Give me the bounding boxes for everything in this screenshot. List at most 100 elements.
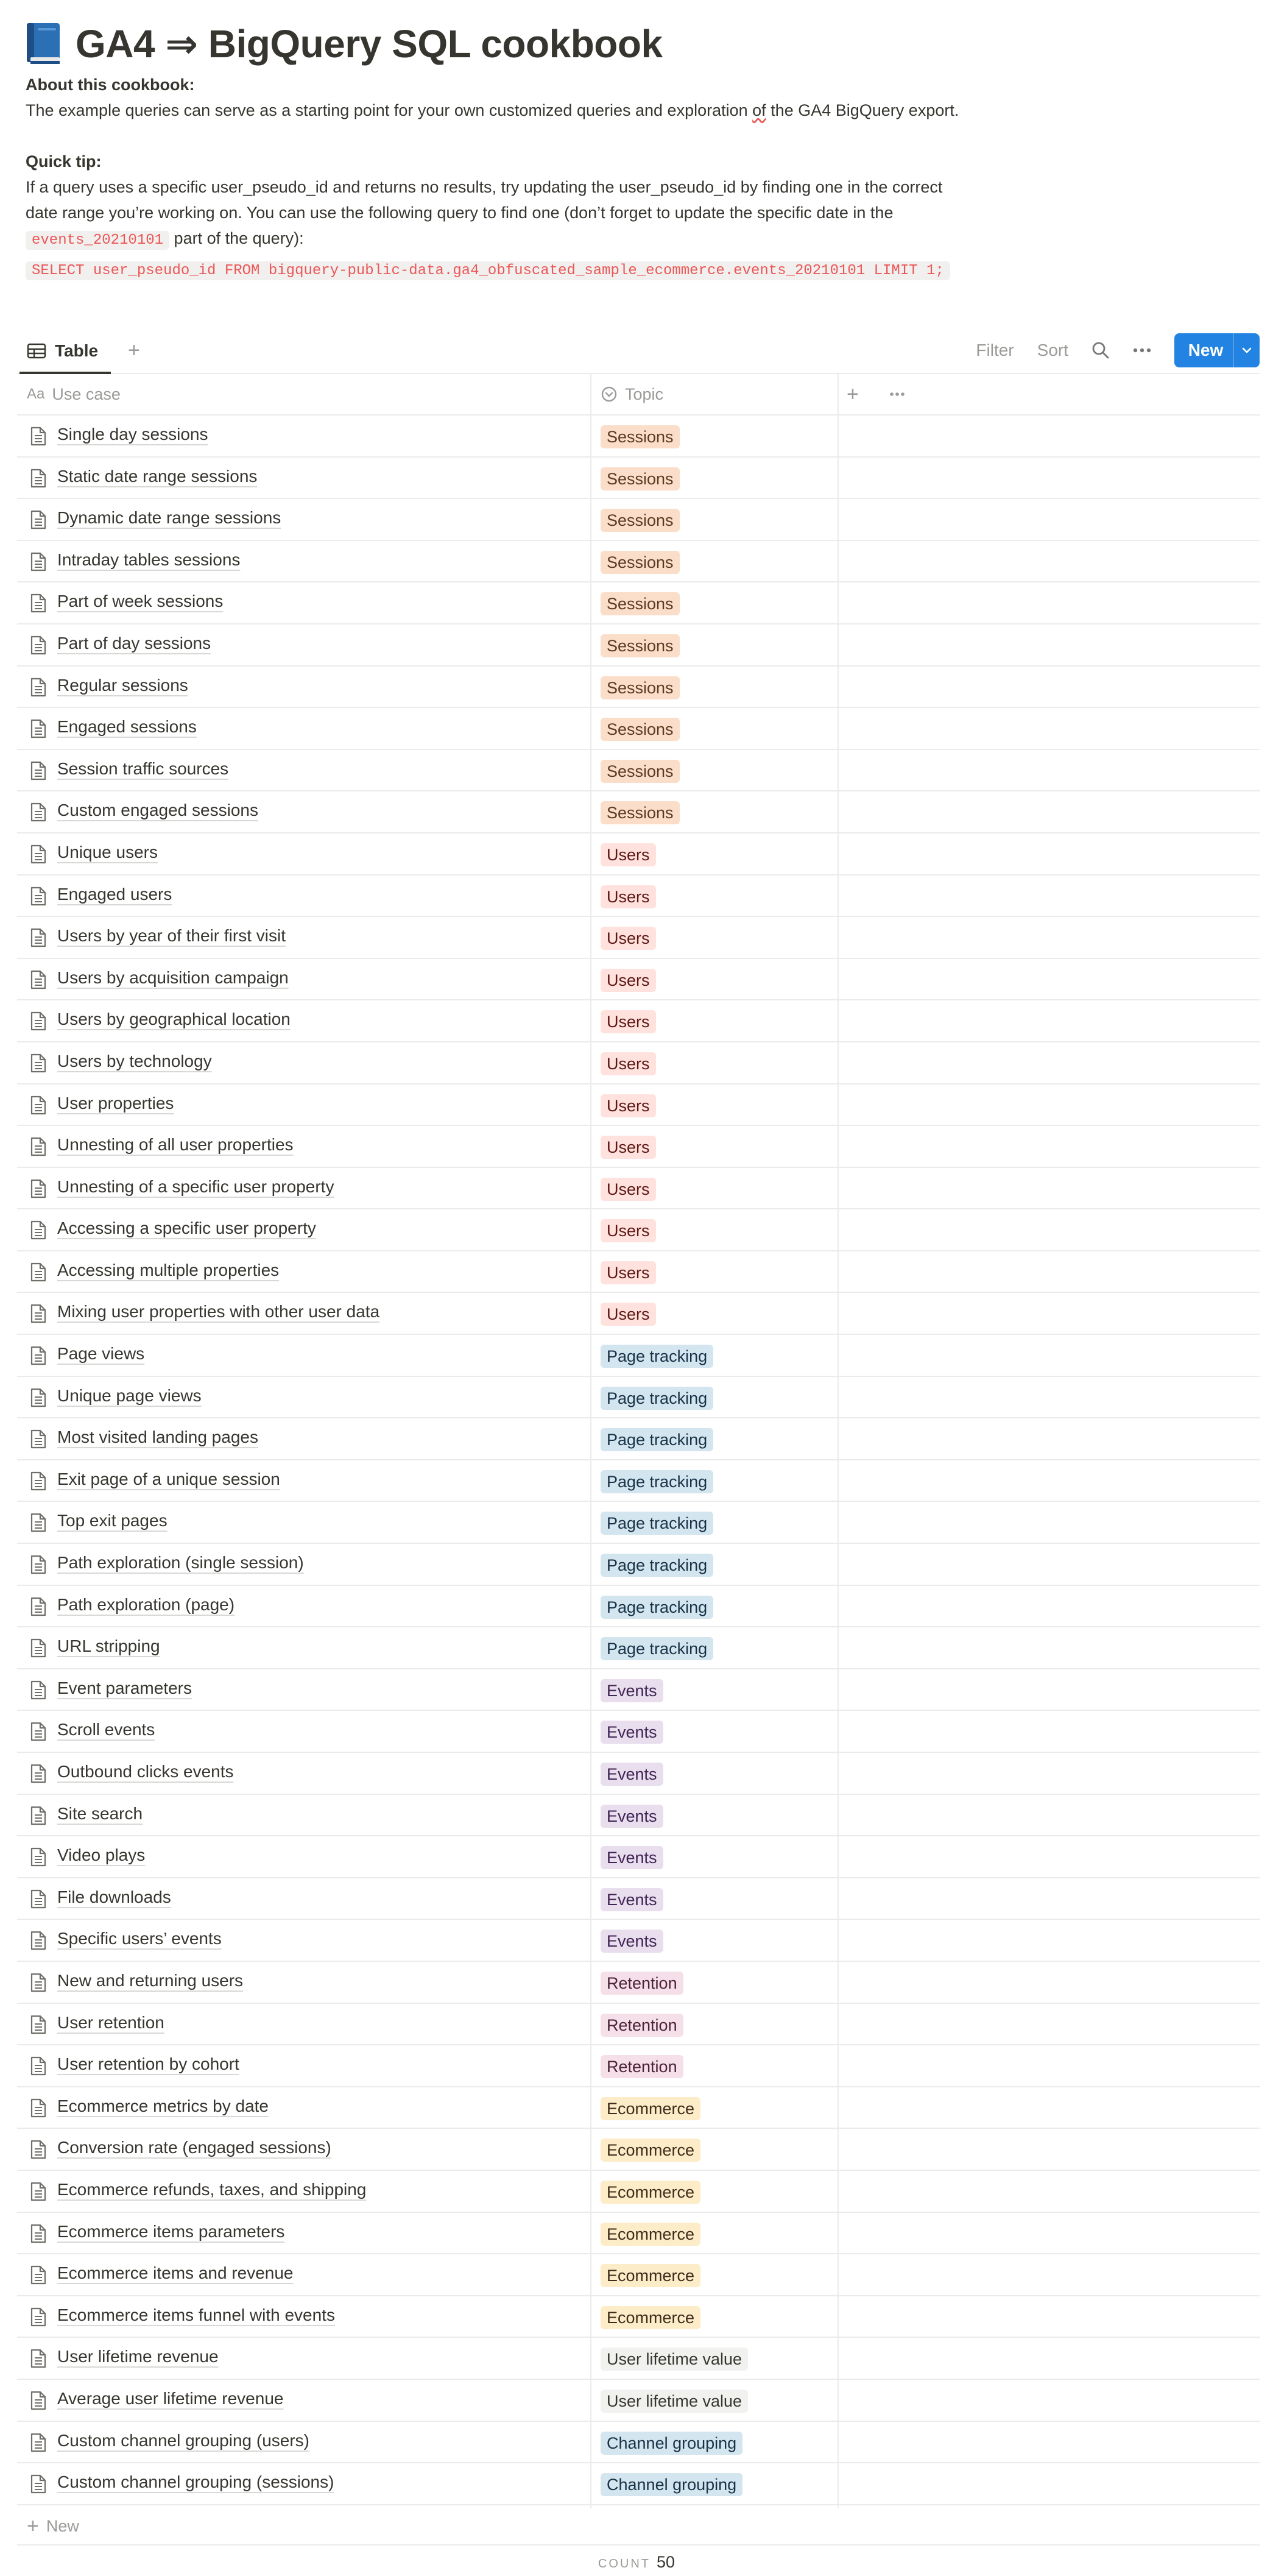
table-row[interactable]: Custom engaged sessions Sessions: [17, 791, 1260, 833]
topic-tag[interactable]: Users: [601, 927, 656, 950]
row-use-case-title[interactable]: Accessing a specific user property: [57, 1219, 316, 1238]
topic-tag[interactable]: Sessions: [601, 467, 680, 490]
row-count[interactable]: COUNT 50: [0, 2553, 1273, 2572]
column-header-topic[interactable]: Topic: [601, 374, 663, 414]
topic-tag[interactable]: Users: [601, 1219, 656, 1243]
row-use-case-title[interactable]: Ecommerce metrics by date: [57, 2096, 269, 2115]
topic-tag[interactable]: Sessions: [601, 509, 680, 533]
topic-tag[interactable]: Events: [601, 1721, 663, 1744]
table-row[interactable]: Accessing a specific user property Users: [17, 1209, 1260, 1251]
row-use-case-title[interactable]: Most visited landing pages: [57, 1428, 258, 1447]
add-property-plus-icon[interactable]: +: [847, 382, 859, 406]
table-row[interactable]: Dynamic date range sessions Sessions: [17, 499, 1260, 541]
topic-tag[interactable]: Channel grouping: [601, 2431, 743, 2455]
topic-tag[interactable]: Ecommerce: [601, 2305, 701, 2329]
column-header-use-case[interactable]: Aa Use case: [27, 374, 121, 414]
topic-tag[interactable]: Users: [601, 968, 656, 992]
table-row[interactable]: Part of week sessions Sessions: [17, 582, 1260, 625]
row-use-case-title[interactable]: Path exploration (single session): [57, 1553, 304, 1573]
page-title[interactable]: GA4 ⇒ BigQuery SQL cookbook: [76, 21, 663, 66]
table-row[interactable]: User properties Users: [17, 1085, 1260, 1127]
topic-tag[interactable]: Users: [601, 1177, 656, 1201]
row-use-case-title[interactable]: Event parameters: [57, 1678, 192, 1697]
topic-tag[interactable]: Sessions: [601, 801, 680, 825]
topic-tag[interactable]: Page tracking: [601, 1470, 714, 1493]
row-use-case-title[interactable]: Mixing user properties with other user d…: [57, 1302, 380, 1322]
row-use-case-title[interactable]: Unique page views: [57, 1385, 202, 1405]
row-use-case-title[interactable]: Intraday tables sessions: [57, 550, 241, 569]
table-row[interactable]: File downloads Events: [17, 1878, 1260, 1920]
table-row[interactable]: Video plays Events: [17, 1836, 1260, 1878]
topic-tag[interactable]: User lifetime value: [601, 2348, 749, 2371]
topic-tag[interactable]: Page tracking: [601, 1637, 714, 1661]
row-use-case-title[interactable]: User retention: [57, 2012, 164, 2032]
topic-tag[interactable]: Users: [601, 885, 656, 908]
topic-tag[interactable]: User lifetime value: [601, 2389, 749, 2413]
new-record-button[interactable]: New: [1174, 333, 1260, 367]
row-use-case-title[interactable]: Path exploration (page): [57, 1594, 235, 1614]
row-use-case-title[interactable]: URL stripping: [57, 1637, 160, 1656]
row-use-case-title[interactable]: Part of week sessions: [57, 592, 224, 611]
row-use-case-title[interactable]: Users by technology: [57, 1051, 212, 1070]
row-use-case-title[interactable]: Conversion rate (engaged sessions): [57, 2138, 331, 2157]
table-row[interactable]: Engaged sessions Sessions: [17, 708, 1260, 750]
topic-tag[interactable]: Ecommerce: [601, 2097, 701, 2120]
topic-tag[interactable]: Retention: [601, 1971, 683, 1995]
row-use-case-title[interactable]: Ecommerce items and revenue: [57, 2263, 294, 2283]
row-use-case-title[interactable]: Exit page of a unique session: [57, 1469, 280, 1488]
topic-tag[interactable]: Users: [601, 1303, 656, 1326]
table-row[interactable]: Unnesting of a specific user property Use…: [17, 1168, 1260, 1210]
table-row[interactable]: Scroll events Events: [17, 1711, 1260, 1753]
topic-tag[interactable]: Sessions: [601, 676, 680, 699]
row-use-case-title[interactable]: Custom channel grouping (users): [57, 2430, 309, 2450]
row-use-case-title[interactable]: User properties: [57, 1093, 174, 1113]
table-row[interactable]: Mixing user properties with other user d…: [17, 1293, 1260, 1336]
topic-tag[interactable]: Page tracking: [601, 1554, 714, 1577]
table-row[interactable]: Unique users Users: [17, 833, 1260, 876]
row-use-case-title[interactable]: Engaged sessions: [57, 717, 197, 737]
table-row[interactable]: Engaged users Users: [17, 876, 1260, 918]
row-use-case-title[interactable]: Regular sessions: [57, 675, 188, 695]
topic-tag[interactable]: Sessions: [601, 759, 680, 783]
topic-tag[interactable]: Events: [601, 1846, 663, 1870]
table-row[interactable]: Ecommerce items funnel with events Ecomme…: [17, 2296, 1260, 2338]
add-view-plus-icon[interactable]: +: [128, 339, 140, 362]
table-row[interactable]: URL stripping Page tracking: [17, 1627, 1260, 1669]
table-row[interactable]: Custom channel grouping (sessions) Channe…: [17, 2463, 1260, 2505]
search-icon[interactable]: [1091, 341, 1110, 359]
row-use-case-title[interactable]: Ecommerce items funnel with events: [57, 2305, 335, 2324]
topic-tag[interactable]: Ecommerce: [601, 2180, 701, 2204]
row-use-case-title[interactable]: Unnesting of all user properties: [57, 1135, 294, 1155]
row-use-case-title[interactable]: Ecommerce refunds, taxes, and shipping: [57, 2179, 367, 2199]
table-row[interactable]: Average user lifetime revenue User lifeti…: [17, 2380, 1260, 2422]
more-options-icon[interactable]: [1133, 348, 1151, 353]
row-use-case-title[interactable]: Dynamic date range sessions: [57, 508, 281, 528]
table-row[interactable]: Part of day sessions Sessions: [17, 625, 1260, 667]
row-use-case-title[interactable]: Top exit pages: [57, 1511, 168, 1530]
topic-tag[interactable]: Sessions: [601, 592, 680, 616]
row-use-case-title[interactable]: Scroll events: [57, 1720, 155, 1739]
table-row[interactable]: Accessing multiple properties Users: [17, 1251, 1260, 1293]
topic-tag[interactable]: Ecommerce: [601, 2264, 701, 2288]
table-row[interactable]: Unique page views Page tracking: [17, 1377, 1260, 1419]
topic-tag[interactable]: Events: [601, 1888, 663, 1911]
row-use-case-title[interactable]: User lifetime revenue: [57, 2347, 219, 2366]
row-use-case-title[interactable]: Users by year of their first visit: [57, 926, 286, 946]
sort-button[interactable]: Sort: [1037, 341, 1068, 359]
row-use-case-title[interactable]: Engaged users: [57, 884, 172, 904]
table-row[interactable]: Path exploration (page) Page tracking: [17, 1586, 1260, 1628]
table-row[interactable]: User retention by cohort Retention: [17, 2045, 1260, 2087]
row-use-case-title[interactable]: Accessing multiple properties: [57, 1260, 280, 1279]
table-row[interactable]: Users by acquisition campaign Users: [17, 959, 1260, 1001]
row-use-case-title[interactable]: Specific users’ events: [57, 1929, 222, 1948]
topic-tag[interactable]: Users: [601, 843, 656, 866]
row-use-case-title[interactable]: File downloads: [57, 1887, 171, 1906]
table-row[interactable]: Ecommerce refunds, taxes, and shipping Ec…: [17, 2171, 1260, 2213]
table-row[interactable]: Users by geographical location Users: [17, 1000, 1260, 1042]
topic-tag[interactable]: Events: [601, 1804, 663, 1828]
table-row[interactable]: Page views Page tracking: [17, 1335, 1260, 1377]
table-row[interactable]: Session traffic sources Sessions: [17, 750, 1260, 792]
row-use-case-title[interactable]: Unique users: [57, 842, 158, 862]
table-row[interactable]: Conversion rate (engaged sessions) Ecomme…: [17, 2129, 1260, 2171]
topic-tag[interactable]: Retention: [601, 2013, 683, 2037]
